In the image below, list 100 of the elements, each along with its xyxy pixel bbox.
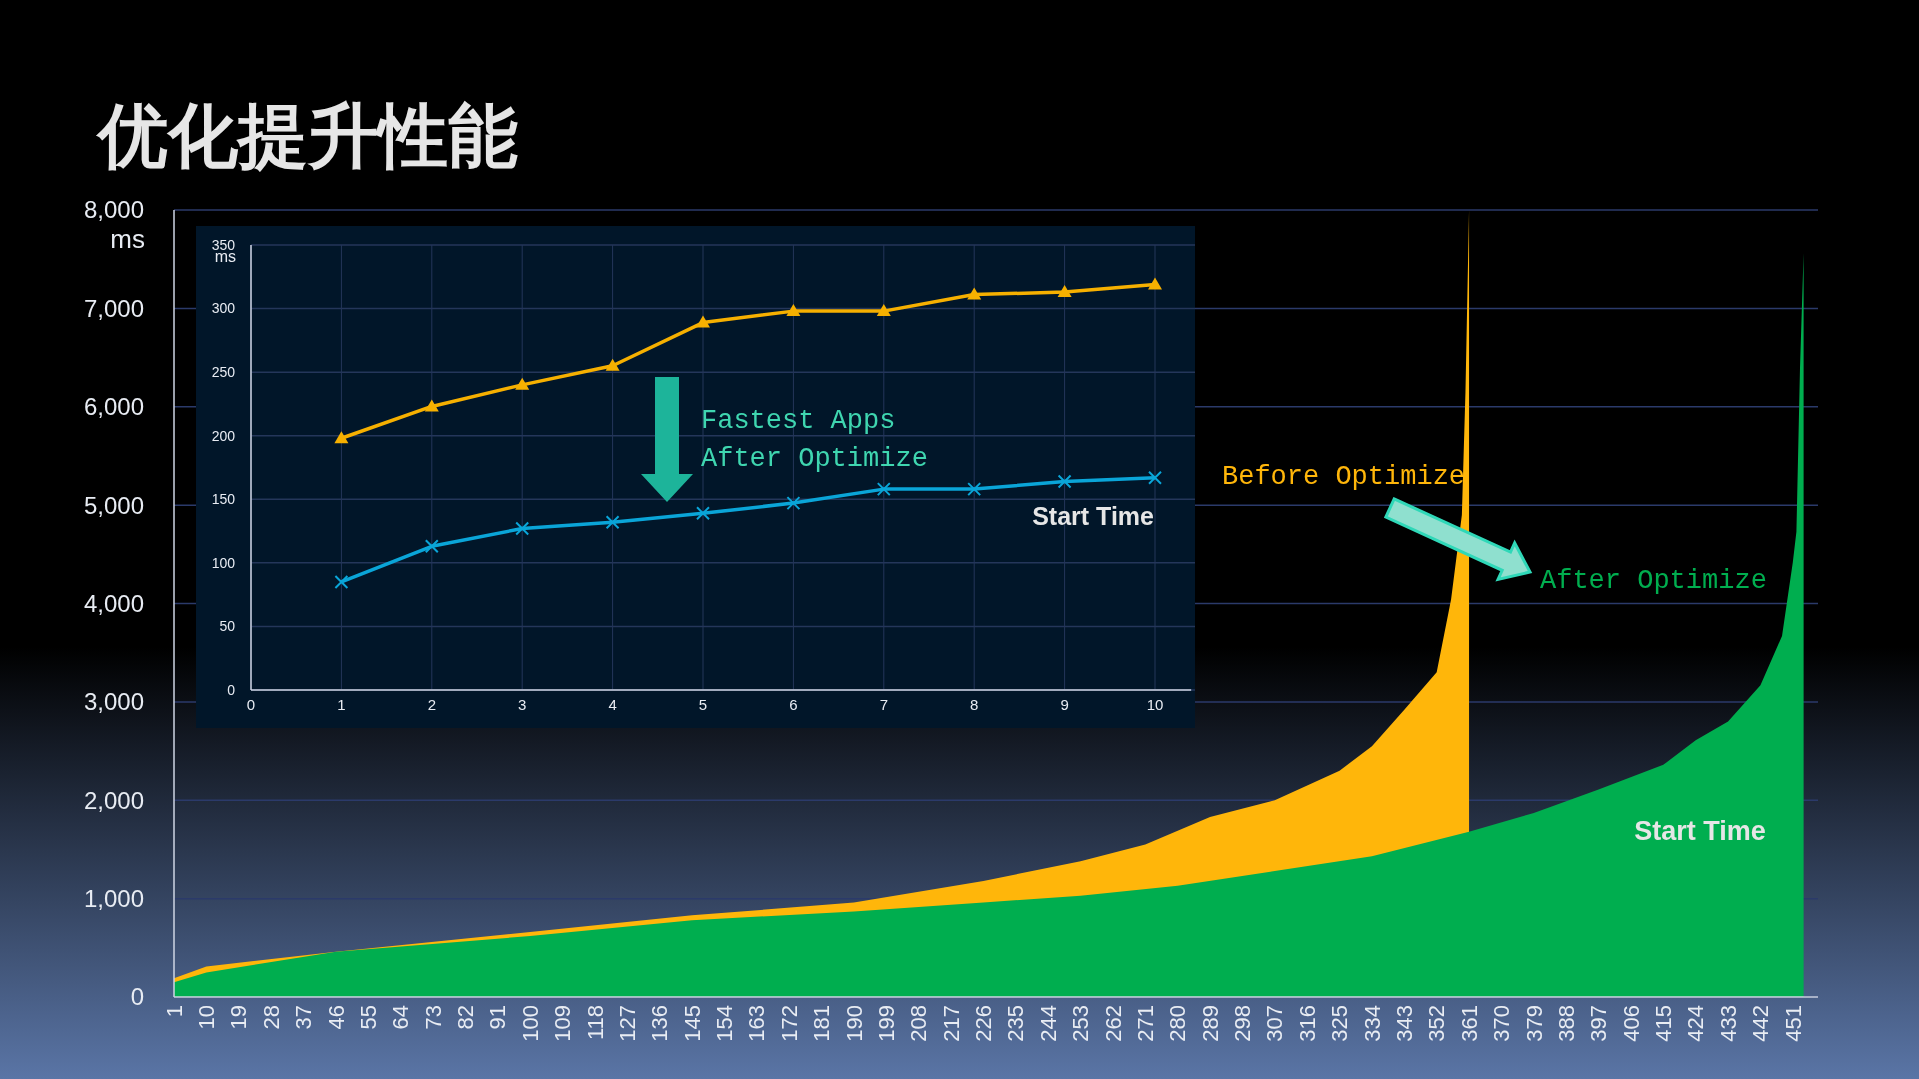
x-tick-label: 388 [1553,1005,1579,1042]
y-tick-label: 4,000 [83,589,144,617]
y-tick-label: 0 [130,983,144,1011]
x-tick-label: 154 [712,1005,738,1042]
x-tick-label: 370 [1489,1005,1515,1042]
y-tick-label: 150 [211,491,236,508]
x-tick-label: 3 [518,696,527,713]
x-tick-label: 4 [608,696,617,713]
x-tick-label: 28 [258,1005,284,1030]
y-tick-label: 3,000 [83,688,144,716]
x-tick-label: 244 [1035,1005,1061,1042]
x-tick-label: 163 [744,1005,770,1042]
y-tick-label: 100 [211,554,236,571]
x-tick-label: 451 [1780,1005,1806,1042]
y-tick-label: 350 [211,236,236,253]
x-tick-label: 226 [971,1005,997,1042]
x-tick-label: 424 [1683,1005,1709,1042]
x-tick-label: 280 [1165,1005,1191,1042]
point [967,287,982,300]
chart-title: 优化提升性能 [95,95,518,177]
x-tick-label: 91 [485,1005,511,1030]
x-tick-label: 334 [1359,1005,1385,1042]
point [605,358,620,371]
y-tick-label: 200 [211,427,236,444]
point [696,506,710,521]
y-tick-label: 5,000 [83,491,144,519]
x-tick-label: 271 [1132,1005,1158,1042]
series-label: Before Optimize [1222,462,1466,492]
x-tick-label: 118 [582,1005,608,1041]
point [424,539,439,554]
x-tick-label: 19 [226,1005,252,1030]
y-tick-label: 6,000 [83,393,144,421]
x-tick-label: 7 [879,696,888,713]
point [1148,470,1162,485]
x-tick-label: 37 [291,1005,317,1030]
x-tick-label: 172 [776,1005,802,1042]
x-tick-label: 10 [1146,696,1164,713]
x-tick-label: 235 [1003,1005,1029,1042]
x-tick-label: 6 [789,696,798,713]
x-tick-label: 109 [550,1005,576,1042]
x-tick-label: 8 [970,696,979,713]
x-tick-label: 397 [1586,1005,1612,1042]
point [334,431,349,444]
point [967,482,982,497]
x-tick-label: 64 [388,1005,414,1030]
x-tick-label: 307 [1262,1005,1288,1042]
annotation: Fastest Apps After Optimize [701,406,928,474]
x-tick-label: 406 [1618,1005,1644,1042]
x-tick-label: 262 [1100,1005,1126,1042]
x-tick-label: 2 [427,696,436,713]
x-tick-label: 1 [161,1005,187,1018]
y-tick-label: 8,000 [83,196,144,224]
y-tick-label: 250 [211,364,236,381]
point [424,399,439,412]
x-tick-label: 379 [1521,1005,1547,1042]
point [515,377,530,390]
x-tick-label: 217 [938,1005,964,1042]
point [334,574,349,589]
x-tick-label: 253 [1068,1005,1094,1042]
x-tick-label: 136 [647,1005,673,1042]
x-tick-label: 352 [1424,1005,1450,1042]
x-tick-label: 100 [517,1005,543,1042]
y-tick-label: 50 [219,618,236,635]
y-tick-label: 2,000 [83,786,144,814]
y-tick-label: 1,000 [83,885,144,913]
point [786,496,801,511]
x-tick-label: 46 [323,1005,349,1030]
y-tick-label: 0 [227,681,236,698]
point [786,304,801,317]
x-tick-label: 433 [1715,1005,1741,1042]
x-tick-label: 127 [614,1005,640,1042]
x-tick-label: 73 [420,1005,446,1030]
y-tick-label: 300 [211,300,236,317]
x-tick-label: 289 [1197,1005,1223,1042]
x-tick-label: 82 [453,1005,479,1030]
x-tick-label: 190 [841,1005,867,1042]
x-tick-label: 55 [355,1005,381,1030]
point [515,521,530,536]
x-tick-label: 208 [906,1005,932,1042]
point [696,315,710,328]
x-tick-label: 343 [1392,1005,1417,1042]
point [876,304,891,317]
x-tick-label: 181 [809,1005,835,1042]
x-tick-label: 0 [246,696,256,713]
annotation: Start Time [1634,816,1766,846]
x-tick-label: 5 [698,696,708,713]
x-tick-label: 325 [1327,1005,1353,1042]
point [1057,285,1072,298]
x-tick-label: 361 [1456,1005,1482,1042]
series-label: After Optimize [1540,566,1767,596]
y-tick-label: 7,000 [83,294,144,322]
x-tick-label: 199 [873,1005,899,1042]
x-tick-label: 442 [1748,1005,1774,1042]
x-tick-label: 10 [194,1005,220,1030]
point [876,482,891,497]
y-axis-title: ms [110,224,145,254]
x-tick-label: 415 [1651,1005,1677,1042]
x-tick-label: 1 [337,696,346,713]
x-tick-label: 298 [1230,1005,1256,1042]
point [1057,474,1072,489]
